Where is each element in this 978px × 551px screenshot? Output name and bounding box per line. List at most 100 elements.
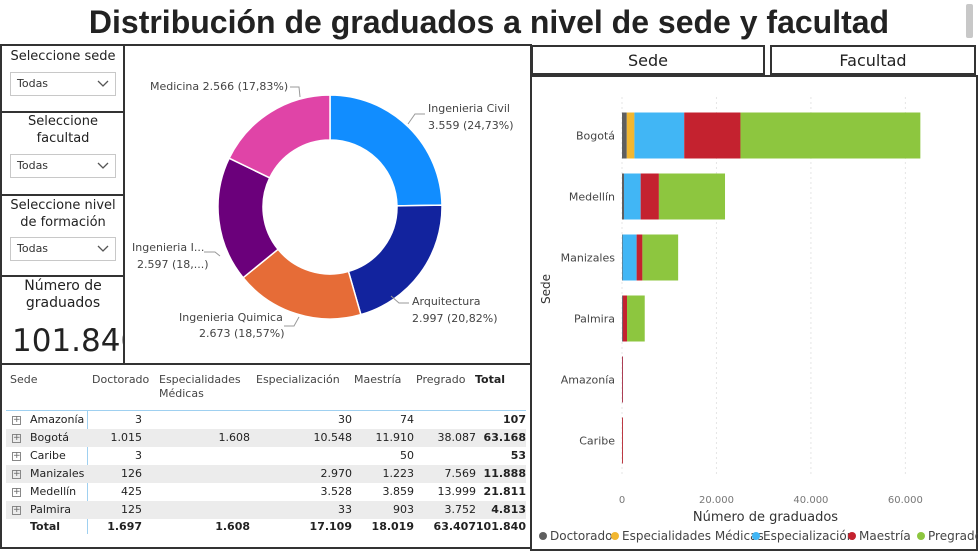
cell-maestria: 3.859 [382, 485, 415, 498]
cell-maestria: 11.910 [375, 431, 415, 444]
kpi-label-1: Número de [24, 278, 102, 294]
slicer-nivel: Seleccione nivel de formación Todas [0, 194, 125, 277]
expand-plus-icon[interactable]: + [12, 505, 21, 515]
table-row: + Amazonía 3 30 74 107 [6, 411, 526, 429]
y-tick-label: Bogotá [576, 130, 615, 143]
bar-segment-especializaci-n[interactable] [622, 234, 637, 281]
row-sede: Manizales [30, 467, 85, 480]
bar-segment-maestr-a[interactable] [684, 112, 741, 159]
table-row: + Medellín 425 3.528 3.859 13.999 21.811 [6, 483, 526, 501]
slicer-nivel-label-2: de formación [20, 215, 106, 230]
expand-plus-icon[interactable]: + [12, 469, 21, 479]
kpi-card: Número de graduados 101.840 [0, 275, 140, 365]
tab-facultad-button[interactable]: Facultad [770, 45, 976, 75]
total-maestria: 18.019 [371, 520, 414, 533]
scrollbar[interactable] [966, 4, 973, 38]
legend-dot-icon [752, 532, 760, 540]
legend-item[interactable]: Doctorado [539, 529, 612, 543]
slicer-facultad-label-1: Seleccione [28, 114, 98, 129]
y-tick-label: Medellín [569, 191, 615, 204]
expand-plus-icon[interactable]: + [12, 487, 21, 497]
stacked-bar-chart: 0 20.000 40.000 60.000 Bogotá Medellín Manizal… [539, 97, 923, 525]
col-header-doctorado[interactable]: Doctorado [92, 373, 150, 386]
legend-label: Especialización [763, 529, 855, 543]
col-header-total[interactable]: Total [475, 373, 506, 386]
y-tick-label: Caribe [579, 435, 615, 448]
facultad-dropdown[interactable]: Todas [10, 154, 116, 178]
bar-segment-doctorado[interactable] [622, 234, 623, 281]
slicer-sede-label: Seleccione sede [10, 49, 116, 64]
cell-total: 4.813 [491, 503, 526, 516]
table-row: + Caribe 3 50 53 [6, 447, 526, 465]
cell-especializacion: 2.970 [320, 467, 353, 480]
kpi-label-2: graduados [25, 295, 101, 311]
donut-label-ing-quimica-1: Ingenieria Quimica [179, 311, 283, 324]
bar-segment-especialidades-m-dicas[interactable] [626, 112, 635, 159]
legend-item[interactable]: Especialización [752, 529, 854, 543]
bar-segment-especializaci-n[interactable] [634, 112, 685, 159]
col-header-sede[interactable]: Sede [10, 373, 38, 386]
col-header-esp-medicas[interactable]: Especialidades Médicas [159, 373, 241, 400]
donut-label-ing-quimica-2: 2.673 (18,57%) [199, 327, 285, 340]
slicer-nivel-label-1: Seleccione nivel [10, 198, 116, 213]
x-tick-label: 0 [619, 495, 625, 506]
cell-doctorado: 1.015 [110, 431, 143, 444]
cell-total: 63.168 [483, 431, 526, 444]
cell-maestria: 903 [393, 503, 414, 516]
sede-dropdown[interactable]: Todas [10, 72, 116, 96]
donut-label-arquitectura-1: Arquitectura [412, 295, 481, 308]
bar-segment-doctorado[interactable] [622, 295, 623, 342]
expand-plus-icon[interactable]: + [12, 415, 21, 425]
col-header-maestria[interactable]: Maestría [354, 373, 402, 386]
expand-plus-icon[interactable]: + [12, 433, 21, 443]
bar-segment-maestr-a[interactable] [640, 173, 659, 220]
bar-segment-maestr-a[interactable] [622, 417, 623, 464]
cell-total: 21.811 [483, 485, 526, 498]
tab-sede-button[interactable]: Sede [531, 45, 765, 75]
slicer-facultad-label-2: facultad [36, 131, 90, 146]
row-sede: Bogotá [30, 431, 70, 444]
x-axis-title: Número de graduados [693, 510, 838, 525]
bar-segment-maestr-a[interactable] [622, 356, 623, 403]
nivel-dropdown-value: Todas [17, 242, 49, 255]
legend-dot-icon [611, 532, 619, 540]
donut-leader-line [284, 316, 300, 327]
bar-segment-doctorado[interactable] [622, 173, 625, 220]
donut-slice-ingenieria-civil[interactable] [329, 94, 443, 207]
row-sede: Caribe [30, 449, 66, 462]
expand-plus-icon[interactable]: + [12, 451, 21, 461]
row-sede: Amazonía [30, 413, 85, 426]
col-header-especializacion[interactable]: Especialización [256, 373, 340, 386]
donut-slice-medicina[interactable] [228, 94, 331, 179]
legend-item[interactable]: Especialidades Médicas [611, 529, 764, 543]
y-axis-title: Sede [539, 274, 553, 304]
legend-label: Especialidades Médicas [622, 529, 764, 543]
bar-segment-doctorado[interactable] [622, 112, 627, 159]
bar-segment-maestr-a[interactable] [636, 234, 643, 281]
cell-doctorado: 3 [135, 413, 142, 426]
total-total: 101.840 [475, 520, 526, 533]
legend-dot-icon [917, 532, 925, 540]
cell-especializacion: 33 [338, 503, 352, 516]
col-header-pregrado[interactable]: Pregrado [416, 373, 466, 386]
cell-total: 107 [503, 413, 526, 426]
cell-total: 53 [510, 449, 526, 462]
legend-item[interactable]: Maestría [848, 529, 911, 543]
table-row: + Bogotá 1.015 1.608 10.548 11.910 38.087 63.16… [6, 429, 526, 447]
bar-segment-pregrado[interactable] [642, 234, 679, 281]
slicer-facultad: Seleccione facultad Todas [0, 111, 125, 196]
donut-label-medicina: Medicina 2.566 (17,83%) [150, 80, 289, 93]
bar-segment-especializaci-n[interactable] [624, 173, 641, 220]
cell-total: 11.888 [483, 467, 526, 480]
bar-segment-maestr-a[interactable] [622, 295, 628, 342]
x-tick-label: 40.000 [793, 495, 828, 506]
total-esp-medicas: 1.608 [215, 520, 250, 533]
legend-item[interactable]: Pregrado [917, 529, 978, 543]
bar-segment-pregrado[interactable] [658, 173, 726, 220]
legend-label: Maestría [859, 529, 911, 543]
legend-label: Doctorado [550, 529, 613, 543]
chevron-down-icon [97, 245, 109, 252]
bar-segment-pregrado[interactable] [740, 112, 921, 159]
bar-segment-pregrado[interactable] [627, 295, 645, 342]
nivel-dropdown[interactable]: Todas [10, 237, 116, 261]
